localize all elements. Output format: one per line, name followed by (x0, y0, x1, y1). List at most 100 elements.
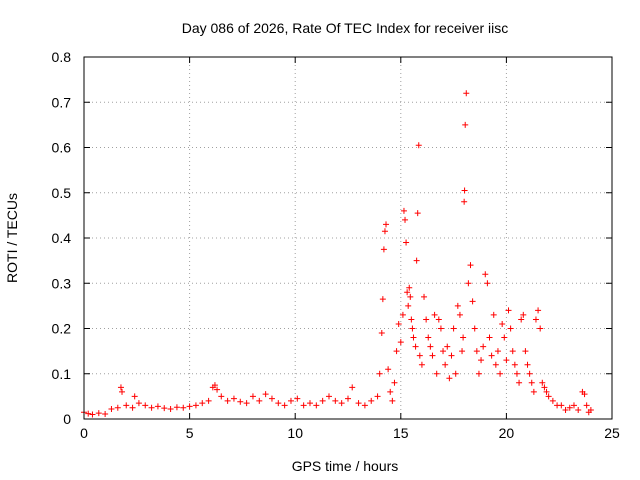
data-point (530, 388, 537, 395)
data-point (119, 388, 126, 395)
x-tick-label: 25 (604, 425, 620, 441)
data-point (393, 348, 400, 355)
data-point (409, 325, 416, 332)
data-point (192, 402, 199, 409)
data-point (383, 221, 390, 228)
data-point (545, 393, 552, 400)
data-point (446, 375, 453, 382)
data-point (368, 397, 375, 404)
data-point (413, 257, 420, 264)
data-points (81, 90, 594, 418)
data-point (587, 406, 594, 413)
data-point (583, 402, 590, 409)
data-point (444, 343, 451, 350)
data-point (154, 403, 161, 410)
plot-frame (83, 56, 613, 420)
data-point (482, 271, 489, 278)
data-point (429, 352, 436, 359)
data-point (142, 402, 149, 409)
y-tick-label: 0.7 (52, 94, 72, 110)
data-point (403, 239, 410, 246)
data-point (518, 316, 525, 323)
data-point (503, 357, 510, 364)
data-point (214, 386, 221, 393)
data-point (402, 216, 409, 223)
data-point (526, 370, 533, 377)
data-point (313, 402, 320, 409)
data-point (486, 334, 493, 341)
data-point (129, 404, 136, 411)
y-tick-label: 0.5 (52, 185, 72, 201)
data-point (410, 334, 417, 341)
data-point (95, 410, 102, 417)
data-point (469, 298, 476, 305)
data-point (230, 395, 237, 402)
data-point (148, 404, 155, 411)
data-point (173, 404, 180, 411)
y-tick-label: 0.3 (52, 275, 72, 291)
data-point (389, 397, 396, 404)
data-point (380, 246, 387, 253)
data-point (465, 280, 472, 287)
data-point (89, 411, 96, 418)
x-tick-label: 15 (393, 425, 409, 441)
data-point (463, 90, 470, 97)
data-point (509, 348, 516, 355)
data-point (473, 348, 480, 355)
y-tick-label: 0.6 (52, 140, 72, 156)
data-point (437, 325, 444, 332)
data-point (407, 293, 414, 300)
data-point (475, 370, 482, 377)
y-tick-label: 0.8 (52, 49, 72, 65)
data-point (427, 343, 434, 350)
data-point (408, 316, 415, 323)
data-point (249, 393, 256, 400)
y-tick-label: 0.1 (52, 366, 72, 382)
data-point (524, 361, 531, 368)
data-point (416, 352, 423, 359)
data-point (405, 302, 412, 309)
data-point (520, 311, 527, 318)
y-axis-label: ROTI / TECUs (4, 193, 20, 283)
data-point (528, 379, 535, 386)
data-point (338, 400, 345, 407)
y-tick-label: 0.2 (52, 321, 72, 337)
data-point (423, 316, 430, 323)
data-point (461, 187, 468, 194)
data-point (454, 302, 461, 309)
data-point (349, 384, 356, 391)
data-point (345, 395, 351, 402)
data-point (492, 361, 499, 368)
axis-ticks: 0 5 10 15 20 25 0 0.1 0.2 0.3 0.4 0.5 0.6 0.7 0.8 (52, 49, 620, 441)
data-point (511, 361, 518, 368)
data-point (262, 391, 269, 398)
data-point (167, 406, 174, 413)
data-point (355, 400, 362, 407)
data-point (490, 311, 497, 318)
data-point (478, 357, 485, 364)
data-point (211, 382, 218, 389)
data-point (575, 406, 582, 413)
data-point (543, 388, 550, 395)
data-point (412, 343, 419, 350)
data-point (300, 402, 307, 409)
data-point (268, 395, 275, 402)
data-point (535, 307, 542, 314)
data-point (406, 284, 413, 291)
data-point (459, 348, 466, 355)
data-point (376, 370, 383, 377)
data-point (387, 388, 394, 395)
data-point (218, 393, 225, 400)
data-point (462, 121, 469, 128)
data-point (431, 311, 438, 318)
data-point (484, 280, 491, 287)
data-point (205, 397, 212, 404)
x-tick-label: 5 (186, 425, 194, 441)
data-point (471, 325, 478, 332)
data-point (558, 402, 565, 409)
data-point (448, 352, 455, 359)
data-point (85, 410, 92, 417)
data-point (237, 398, 244, 405)
data-point (281, 402, 288, 409)
data-point (450, 325, 457, 332)
